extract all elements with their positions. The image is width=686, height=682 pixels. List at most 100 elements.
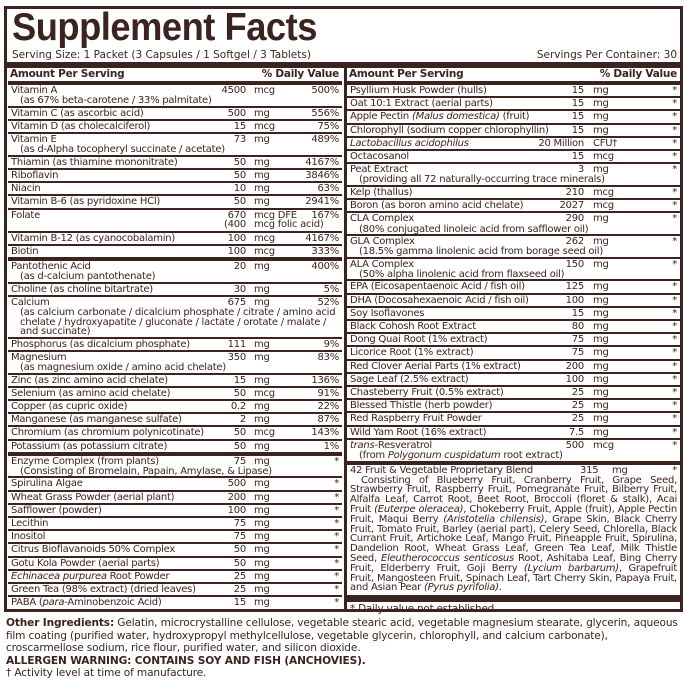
nutrient-name: Vitamin B-12 (as cyanocobalamin) [11, 232, 340, 244]
text-segment: Spirulina Algae [11, 478, 83, 490]
nutrient-daily-value: * [672, 413, 677, 425]
nutrient-daily-value: 3846% [305, 170, 339, 182]
text-segment: Chasteberry Fruit (0.5% extract) [350, 387, 504, 399]
nutrient-row: ALA Complex (50% alpha linolenic acid fro… [347, 259, 680, 282]
nutrient-row: trans-Resveratrol (from Polygonum cuspida… [347, 440, 680, 465]
text-segment: Dong Quai Root (1% extract) [350, 334, 488, 346]
nutrient-row: Lecithin 75 mg * [8, 518, 342, 532]
nutrient-row: Vitamin B-12 (as cyanocobalamin) 100 mcg 41… [8, 233, 342, 246]
nutrient-name: Thiamin (as thiamine mononitrate) [11, 157, 340, 168]
nutrient-name: Selenium (as amino acid chelate) [11, 388, 340, 399]
nutrient-row: Vitamin A (as 67% beta-carotene / 33% pal… [8, 85, 342, 108]
nutrient-amount: 200 [227, 491, 247, 503]
text-segment: PABA ( [11, 597, 43, 609]
nutrient-daily-value: * [334, 597, 339, 609]
text-segment: Oat 10:1 Extract (aerial parts) [350, 98, 493, 110]
nutrient-unit: mg [593, 281, 609, 293]
nutrient-daily-value: * [672, 387, 677, 399]
text-segment: Vitamin B-12 (as cyanocobalamin) [11, 232, 176, 244]
nutrient-amount: 15 [571, 111, 584, 123]
nutrient-name: Enzyme Complex (from plants) [11, 456, 340, 467]
nutrient-name: Red Clover Aerial Parts (1% extract) [350, 360, 678, 372]
text-segment: Polygonum cuspidatum [387, 450, 501, 462]
text-segment: Chromium (as chromium polynicotinate) [11, 427, 204, 439]
nutrient-unit: mg [254, 570, 270, 582]
text-segment: Wild Yam Root (16% extract) [350, 426, 487, 438]
nutrient-daily-value: * [334, 557, 339, 569]
text-segment: (50% alpha linolenic acid from flaxseed … [359, 268, 565, 280]
nutrient-amount: 25 [571, 387, 584, 399]
nutrient-unit: mg [254, 400, 270, 412]
text-segment: Octacosanol [350, 151, 409, 163]
nutrient-name: Echinacea purpurea Root Powder [11, 571, 340, 582]
text-segment: EPA (Eicosapentaenoic Acid / fish oil) [350, 281, 525, 293]
nutrient-daily-value: 9% [323, 338, 340, 350]
nutrient-name: Vitamin A [11, 85, 340, 96]
nutrient-daily-value: 400% [311, 261, 339, 273]
text-segment: (as 67% beta-carotene / 33% palmitate) [20, 95, 212, 107]
text-segment: Red Clover Aerial Parts (1% extract) [350, 360, 521, 372]
nutrient-unit: mcg [254, 120, 275, 132]
nutrient-row: EPA (Eicosapentaenoic Acid / fish oil) 12… [347, 281, 680, 295]
nutrient-daily-value: * [672, 258, 677, 270]
text-segment: (Consisting of Bromelain, Papain, Amylas… [20, 465, 272, 477]
nutrient-row: Psyllium Husk Powder (hulls) 15 mg * [347, 85, 680, 99]
nutrient-amount: 50 [233, 557, 246, 569]
text-segment: DHA (Docosahexaenoic Acid / fish oil) [350, 294, 529, 306]
nutrient-daily-value: * [334, 455, 339, 467]
nutrient-unit: mg [593, 98, 609, 110]
nutrient-amount: 290 [565, 213, 585, 225]
nutrient-daily-value: * [672, 124, 677, 136]
nutrient-daily-value: 136% [311, 374, 339, 386]
text-segment: Citrus Bioflavanoids 50% Complex [11, 544, 175, 556]
nutrient-amount: 15 [571, 98, 584, 110]
nutrient-unit: mg [254, 597, 270, 609]
nutrient-amount: 50 [233, 196, 246, 208]
other-ingredients-text: Gelatin, microcrystalline cellulose, veg… [6, 617, 678, 654]
nutrient-amount: 50 [233, 170, 246, 182]
nutrient-daily-value: * [672, 164, 677, 176]
nutrient-name: Green Tea (98% extract) (dried leaves) [11, 584, 340, 595]
text-segment: Consisting of Blueberry Fruit, Cranberry… [350, 474, 677, 515]
nutrient-row: Biotin 100 mcg 333% [8, 245, 342, 262]
nutrient-row: Choline (as choline bitartrate) 30 mg 5% [8, 284, 342, 297]
nutrient-amount: 2 [239, 414, 246, 426]
nutrient-name: Psyllium Husk Powder (hulls) [350, 85, 678, 96]
allergen-warning: ALLERGEN WARNING: CONTAINS SOY AND FISH … [6, 654, 366, 667]
nutrient-daily-value: * [672, 98, 677, 110]
text-segment: . [498, 582, 502, 594]
text-segment: (providing all 72 naturally-occurring tr… [359, 174, 605, 186]
nutrient-source: (as 67% beta-carotene / 33% palmitate) [11, 96, 340, 106]
nutrient-unit: mg [254, 491, 270, 503]
left-column: Amount Per Serving % Daily Value Vitamin… [8, 68, 342, 609]
serving-size: Serving Size: 1 Packet (3 Capsules / 1 S… [12, 49, 311, 61]
nutrient-amount: 25 [571, 413, 584, 425]
nutrient-daily-value: * [672, 200, 677, 212]
nutrient-row: Red Raspberry Fruit Powder 25 mg * [347, 413, 680, 427]
nutrient-daily-value: * [672, 439, 677, 451]
nutrient-unit: mg [593, 236, 609, 248]
nutrient-daily-value: * [334, 570, 339, 582]
nutrient-daily-value: 143% [311, 427, 339, 439]
text-segment: Biotin [11, 245, 39, 257]
text-segment: Peat Extract [350, 164, 408, 176]
nutrient-row: Sage Leaf (2.5% extract) 100 mg * [347, 374, 680, 388]
nutrient-daily-value: * [672, 213, 677, 225]
nutrient-daily-value: * [672, 400, 677, 412]
nutrient-daily-value: * [672, 137, 677, 149]
nutrient-name: Vitamin E [11, 135, 340, 145]
nutrient-row: Gotu Kola Powder (aerial parts) 50 mg * [8, 558, 342, 571]
nutrient-amount: 50 [233, 427, 246, 439]
nutrient-unit: mg [254, 455, 270, 467]
text-segment: GLA Complex [350, 236, 415, 248]
nutrient-unit: mg [254, 183, 270, 195]
nutrient-amount: 50 [233, 440, 246, 452]
text-segment: Pantothenic Acid [11, 261, 91, 273]
nutrient-daily-value: 91% [317, 387, 340, 399]
nutrient-name: Octacosanol [350, 151, 678, 163]
nutrient-amount: 20 Million [538, 137, 584, 149]
text-segment: Vitamin D (as cholecalciferol) [11, 120, 151, 132]
nutrient-amount: 15 [571, 151, 584, 163]
nutrient-name: Kelp (thallus) [350, 187, 678, 198]
nutrient-name: Blessed Thistle (herb powder) [350, 401, 678, 411]
